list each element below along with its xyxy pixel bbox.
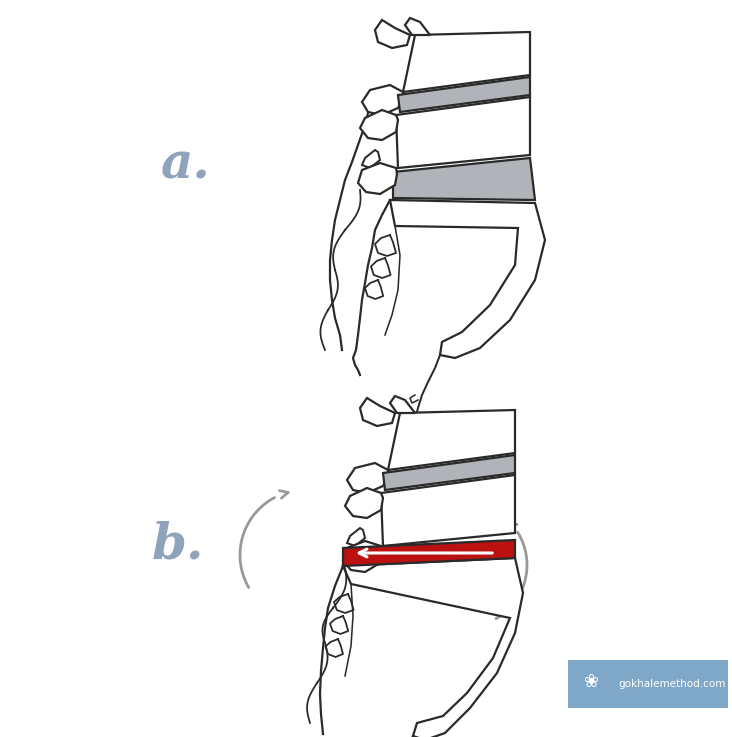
Polygon shape [343,540,515,566]
Polygon shape [362,150,380,168]
Polygon shape [381,475,515,546]
Polygon shape [396,97,530,168]
Polygon shape [393,158,535,200]
Polygon shape [343,558,523,737]
Polygon shape [360,398,395,426]
Polygon shape [347,463,388,493]
Text: b.: b. [152,520,204,570]
Polygon shape [360,110,398,140]
Polygon shape [390,200,545,358]
Polygon shape [347,528,365,546]
Text: a.: a. [160,141,210,189]
Polygon shape [345,488,383,518]
Polygon shape [383,455,515,490]
Polygon shape [375,20,410,48]
Polygon shape [362,85,403,115]
FancyBboxPatch shape [568,660,616,708]
Polygon shape [390,396,415,413]
Text: ❀: ❀ [584,673,600,691]
Polygon shape [403,32,530,92]
Polygon shape [343,541,382,572]
Polygon shape [398,77,530,112]
Polygon shape [358,163,397,194]
Polygon shape [388,410,515,470]
FancyBboxPatch shape [616,660,728,708]
Polygon shape [405,18,430,35]
Text: gokhalemethod.com: gokhalemethod.com [619,679,725,689]
